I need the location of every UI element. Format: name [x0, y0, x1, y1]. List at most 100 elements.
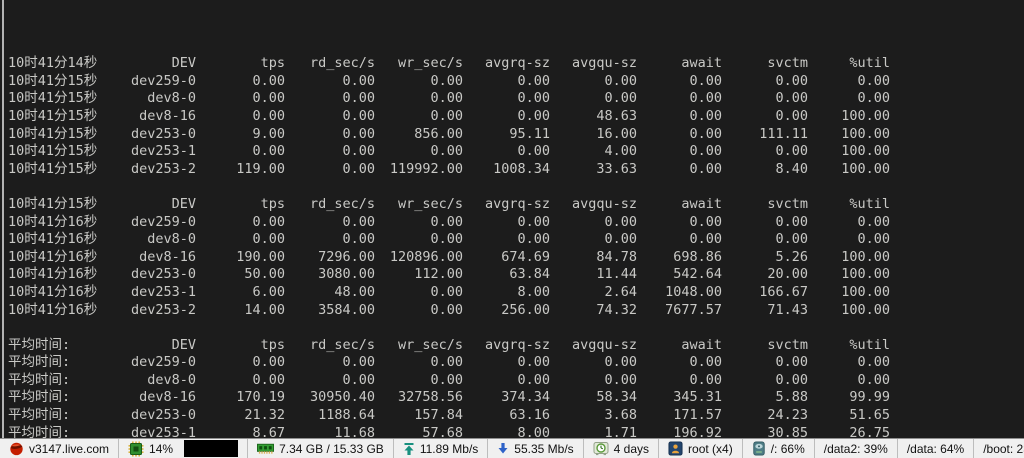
table-row: 10时41分15秒 dev8-16 0.00 0.00 0.00 0.00 48.63 0.0…: [8, 108, 1024, 126]
table-row: 10时41分15秒 dev259-0 0.00 0.00 0.00 0.00 0.00 0.0…: [8, 73, 1024, 91]
column-header: svctm: [767, 336, 808, 353]
column-header: DEV: [171, 195, 196, 212]
cell-value: dev253-2: [130, 301, 196, 318]
cell-value: dev259-0: [130, 354, 196, 371]
column-header: %util: [849, 195, 890, 212]
cell-value: 0.00: [252, 107, 285, 124]
cell-value: 0.00: [604, 371, 637, 388]
table-header-row: 平均时间: DEV tps rd_sec/s wr_sec/s avgrq-sz avgqu…: [8, 337, 1024, 355]
cell-value: 0.00: [430, 90, 463, 107]
clock-icon: [593, 441, 609, 456]
table-row: 10时41分15秒 dev253-0 9.00 0.00 856.00 95.11 16.0…: [8, 126, 1024, 144]
cell-value: dev253-0: [130, 125, 196, 142]
statusbar-cpu: 14%: [119, 439, 249, 458]
status-bar: v3147.live.com 14%: [0, 438, 1024, 458]
cell-value: dev253-0: [130, 407, 196, 424]
cell-value: dev259-0: [130, 72, 196, 89]
cell-value: 0.00: [430, 143, 463, 160]
cell-value: 698.86: [673, 248, 722, 265]
hard-disk-icon: [752, 441, 766, 456]
cell-value: 7296.00: [318, 248, 375, 265]
cell-value: dev253-0: [130, 266, 196, 283]
column-header: tps: [260, 336, 285, 353]
column-header: avgrq-sz: [484, 195, 550, 212]
timestamp: 平均时间:: [8, 354, 71, 371]
cell-value: 674.69: [501, 248, 550, 265]
column-header: rd_sec/s: [309, 55, 375, 72]
cell-value: 0.00: [775, 90, 808, 107]
cell-value: 0.00: [342, 125, 375, 142]
cell-value: 0.00: [252, 213, 285, 230]
column-header: wr_sec/s: [397, 336, 463, 353]
table-header-row: 10时41分15秒 DEV tps rd_sec/s wr_sec/s avgrq-sz a…: [8, 196, 1024, 214]
cell-value: 1048.00: [665, 283, 722, 300]
cell-value: 100.00: [841, 107, 890, 124]
download-speed-label: 55.35 Mb/s: [514, 441, 574, 456]
cell-value: 0.00: [517, 231, 550, 248]
cell-value: dev8-16: [139, 248, 196, 265]
cell-value: 0.00: [689, 143, 722, 160]
cell-value: dev259-0: [130, 213, 196, 230]
timestamp: 10时41分16秒: [8, 213, 98, 230]
cell-value: 30950.40: [309, 389, 375, 406]
statusbar-upload: 11.89 Mb/s: [394, 439, 489, 458]
column-header: avgrq-sz: [484, 336, 550, 353]
table-row: 平均时间: dev253-1 8.67 11.68 57.68 8.00 1.71 196.9…: [8, 425, 1024, 438]
column-header: DEV: [171, 55, 196, 72]
cpu-chip-icon: [128, 441, 144, 457]
cell-value: 0.00: [857, 231, 890, 248]
cell-value: 0.00: [430, 72, 463, 89]
cell-value: 0.00: [689, 371, 722, 388]
cell-value: 0.00: [689, 107, 722, 124]
table-row: 10时41分16秒 dev8-0 0.00 0.00 0.00 0.00 0.00 0.00 0…: [8, 231, 1024, 249]
cell-value: 0.00: [430, 371, 463, 388]
statusbar-memory: 7.34 GB / 15.33 GB: [248, 439, 394, 458]
cell-value: 542.64: [673, 266, 722, 283]
sar-disk-report: 10时41分14秒 DEV tps rd_sec/s wr_sec/s avgrq-sz a…: [8, 55, 1024, 438]
terminal-output[interactable]: 10时41分14秒 DEV tps rd_sec/s wr_sec/s avgrq-sz a…: [0, 0, 1024, 438]
column-header: wr_sec/s: [397, 195, 463, 212]
cell-value: 8.67: [252, 424, 285, 438]
cell-value: dev8-0: [147, 371, 196, 388]
table-row: 10时41分15秒 dev253-2 119.00 0.00 119992.00 1008…: [8, 161, 1024, 179]
column-header: tps: [260, 55, 285, 72]
cell-value: 0.00: [517, 72, 550, 89]
cell-value: 0.00: [517, 107, 550, 124]
cell-value: 120896.00: [389, 248, 463, 265]
column-header: tps: [260, 195, 285, 212]
cell-value: 1.71: [604, 424, 637, 438]
disk-usage-label: /data2: 39%: [823, 441, 888, 456]
cell-value: 119992.00: [389, 160, 463, 177]
column-header: %util: [849, 55, 890, 72]
cell-value: 58.34: [596, 389, 637, 406]
column-header: DEV: [171, 336, 196, 353]
cell-value: 0.00: [252, 90, 285, 107]
cell-value: 0.00: [252, 72, 285, 89]
timestamp: 10时41分15秒: [8, 160, 98, 177]
cell-value: 100.00: [841, 248, 890, 265]
cell-value: 0.00: [775, 143, 808, 160]
cpu-percent-label: 14%: [149, 441, 174, 456]
cell-value: 0.00: [342, 72, 375, 89]
cell-value: 0.00: [252, 371, 285, 388]
timestamp: 平均时间:: [8, 424, 71, 438]
memory-label: 7.34 GB / 15.33 GB: [279, 441, 384, 456]
cpu-history-graph: [184, 440, 239, 457]
cell-value: 0.00: [604, 72, 637, 89]
cell-value: 0.00: [775, 371, 808, 388]
cell-value: 74.32: [596, 301, 637, 318]
cell-value: 0.00: [775, 231, 808, 248]
cell-value: 0.00: [689, 90, 722, 107]
table-row: 10时41分15秒 dev8-0 0.00 0.00 0.00 0.00 0.00 0.00 0…: [8, 90, 1024, 108]
cell-value: 0.00: [252, 143, 285, 160]
cell-value: 11.68: [334, 424, 375, 438]
table-row: 10时41分16秒 dev8-16 190.00 7296.00 120896.00 67…: [8, 249, 1024, 267]
cell-value: 0.00: [857, 371, 890, 388]
cell-value: 0.00: [342, 107, 375, 124]
cell-value: 166.67: [759, 283, 808, 300]
cell-value: 0.00: [342, 213, 375, 230]
table-row: 平均时间: dev259-0 0.00 0.00 0.00 0.00 0.00 0.00 0.0…: [8, 354, 1024, 372]
user-icon: [668, 441, 683, 456]
statusbar-disk-root: /: 66%: [743, 439, 815, 458]
